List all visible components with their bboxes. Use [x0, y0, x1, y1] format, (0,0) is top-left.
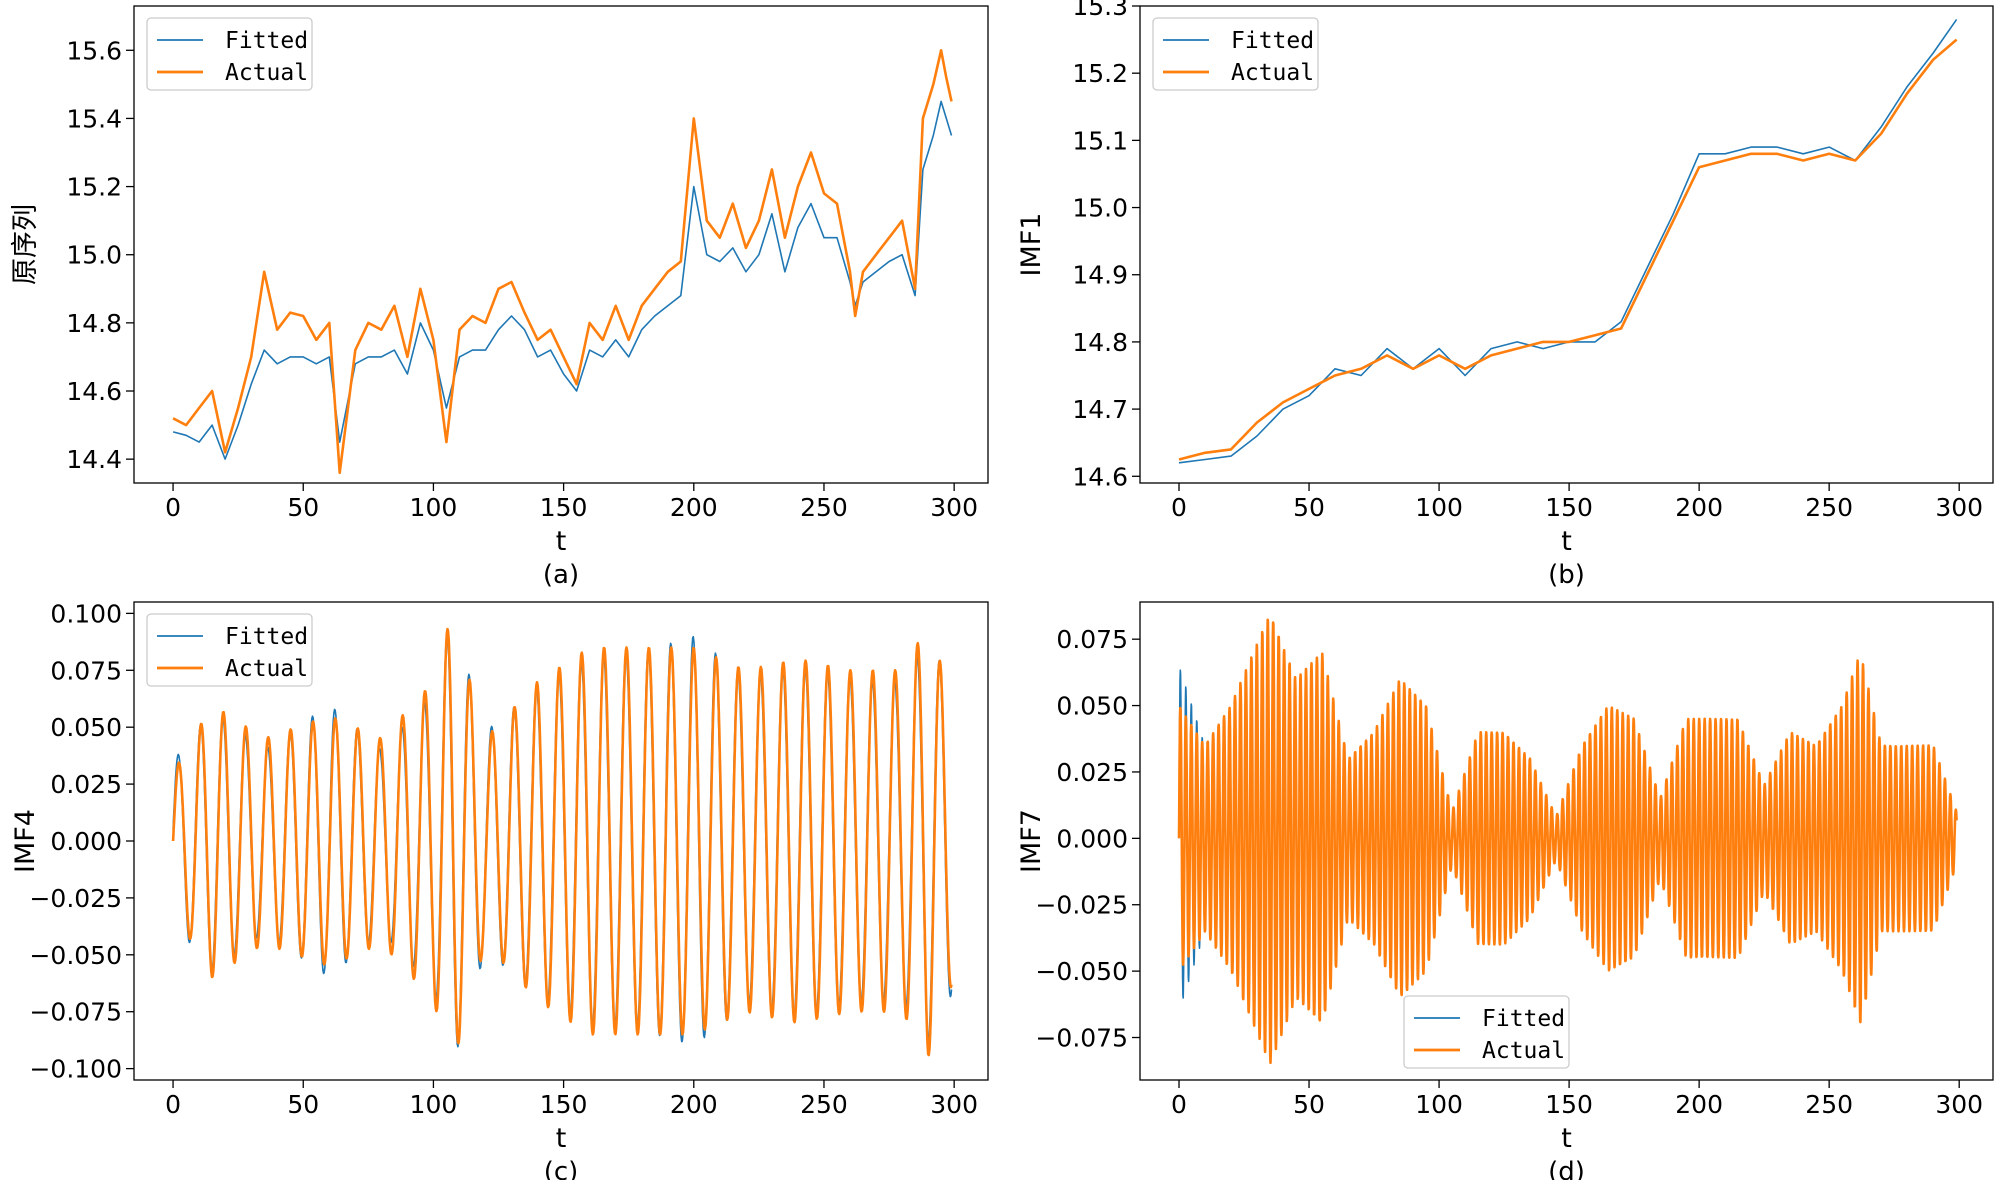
- x-tick-label: 200: [670, 493, 718, 522]
- x-tick-label: 150: [1545, 493, 1593, 522]
- y-tick-label: 15.2: [66, 173, 122, 202]
- y-tick-label: 14.6: [1072, 462, 1128, 491]
- y-tick-label: 14.4: [66, 445, 122, 474]
- y-tick-label: 15.4: [66, 104, 122, 133]
- y-tick-label: 0.075: [50, 656, 122, 685]
- y-tick-label: −0.025: [1035, 891, 1128, 920]
- legend-label-actual: Actual: [225, 60, 308, 86]
- x-tick-label: 100: [1415, 493, 1463, 522]
- series-line-fitted: [172, 100, 953, 460]
- plot-frame: [1139, 5, 1994, 484]
- legend: Fitted Actual: [1403, 995, 1570, 1069]
- y-tick-label: −0.075: [1035, 1024, 1128, 1053]
- panel-caption: (c): [544, 1157, 579, 1180]
- x-tick-label: 300: [930, 493, 978, 522]
- panel-caption: (d): [1548, 1157, 1585, 1180]
- x-tick-label: 0: [165, 493, 181, 522]
- x-tick-label: 0: [1171, 493, 1187, 522]
- series-line-actual: [1178, 38, 1958, 461]
- legend-label-actual: Actual: [1231, 60, 1314, 86]
- x-tick-label: 250: [1805, 1090, 1853, 1119]
- plot-frame: [1139, 601, 1994, 1081]
- x-tick-label: 50: [1293, 1090, 1325, 1119]
- x-tick-label: 100: [410, 1090, 458, 1119]
- series-line-actual: [171, 627, 953, 1057]
- y-tick-label: 15.0: [66, 241, 122, 270]
- x-tick-label: 150: [1545, 1090, 1593, 1119]
- y-tick-label: 0.100: [50, 599, 122, 628]
- legend-label-actual: Actual: [1482, 1038, 1565, 1064]
- y-tick-label: −0.075: [29, 998, 122, 1027]
- chart-panel-d: 0 50 100 150 200 250 300 −0.075 −0.050 −0.025 0.00…: [1016, 601, 1994, 1180]
- x-tick-label: 50: [287, 1090, 319, 1119]
- legend-label-actual: Actual: [225, 656, 308, 682]
- y-tick-label: 15.2: [1072, 59, 1128, 88]
- y-tick-label: 14.8: [66, 309, 122, 338]
- x-tick-label: 200: [670, 1090, 718, 1119]
- chart-panel-a: 0 50 100 150 200 250 300 14.4 14.6 14.8 15.0 15.2 15…: [10, 5, 989, 590]
- x-axis-label: t: [556, 526, 567, 557]
- y-tick-label: 0.025: [1056, 758, 1128, 787]
- y-axis-label: IMF1: [1016, 213, 1047, 277]
- x-tick-label: 50: [287, 493, 319, 522]
- panel-caption: (b): [1548, 560, 1585, 590]
- legend-label-fitted: Fitted: [1482, 1006, 1565, 1032]
- x-tick-label: 300: [1935, 493, 1983, 522]
- y-tick-label: 0.050: [1056, 692, 1128, 721]
- x-tick-label: 100: [410, 493, 458, 522]
- y-tick-label: 15.0: [1072, 194, 1128, 223]
- legend: Fitted Actual: [1152, 17, 1319, 91]
- y-tick-label: 14.6: [66, 377, 122, 406]
- y-tick-label: 0.050: [50, 713, 122, 742]
- x-tick-label: 0: [165, 1090, 181, 1119]
- x-axis-label: t: [556, 1123, 567, 1154]
- x-tick-label: 200: [1675, 1090, 1723, 1119]
- chart-panel-c: 0 50 100 150 200 250 300 −0.100 −0.075 −0.050 −0.0…: [10, 599, 989, 1180]
- y-tick-label: 0.075: [1056, 625, 1128, 654]
- y-tick-label: 0.025: [50, 770, 122, 799]
- y-axis-label: 原序列: [10, 204, 41, 285]
- x-tick-label: 300: [930, 1090, 978, 1119]
- legend: Fitted Actual: [146, 17, 313, 91]
- y-tick-label: 15.6: [66, 36, 122, 65]
- x-tick-label: 150: [540, 1090, 588, 1119]
- x-tick-label: 250: [800, 1090, 848, 1119]
- x-axis-label: t: [1561, 1123, 1572, 1154]
- y-tick-label: −0.025: [29, 884, 122, 913]
- legend: Fitted Actual: [146, 613, 313, 687]
- legend-label-fitted: Fitted: [225, 624, 308, 650]
- panel-caption: (a): [543, 560, 579, 590]
- x-tick-label: 150: [540, 493, 588, 522]
- chart-panel-b: 0 50 100 150 200 250 300 14.6 14.7 14.8 14.9 15.0 15…: [1016, 0, 1994, 590]
- x-axis-label: t: [1561, 526, 1572, 557]
- series-line-actual: [172, 49, 953, 475]
- y-tick-label: 14.7: [1072, 395, 1128, 424]
- x-tick-label: 50: [1293, 493, 1325, 522]
- x-tick-label: 300: [1935, 1090, 1983, 1119]
- y-tick-label: 15.1: [1072, 126, 1128, 155]
- y-axis-label: IMF7: [1016, 809, 1047, 873]
- y-tick-label: 14.9: [1072, 261, 1128, 290]
- x-tick-label: 250: [800, 493, 848, 522]
- series-line-actual: [1177, 618, 1958, 1065]
- x-tick-label: 200: [1675, 493, 1723, 522]
- legend-label-fitted: Fitted: [225, 28, 308, 54]
- y-tick-label: 0.000: [50, 827, 122, 856]
- x-tick-label: 250: [1805, 493, 1853, 522]
- y-tick-label: −0.050: [1035, 957, 1128, 986]
- y-tick-label: 14.8: [1072, 328, 1128, 357]
- x-tick-label: 100: [1415, 1090, 1463, 1119]
- y-tick-label: 15.3: [1072, 0, 1128, 21]
- y-tick-label: 0.000: [1056, 824, 1128, 853]
- y-axis-label: IMF4: [10, 809, 41, 873]
- plot-frame: [133, 5, 989, 484]
- x-tick-label: 0: [1171, 1090, 1187, 1119]
- y-tick-label: −0.050: [29, 941, 122, 970]
- legend-label-fitted: Fitted: [1231, 28, 1314, 54]
- y-tick-label: −0.100: [29, 1055, 122, 1084]
